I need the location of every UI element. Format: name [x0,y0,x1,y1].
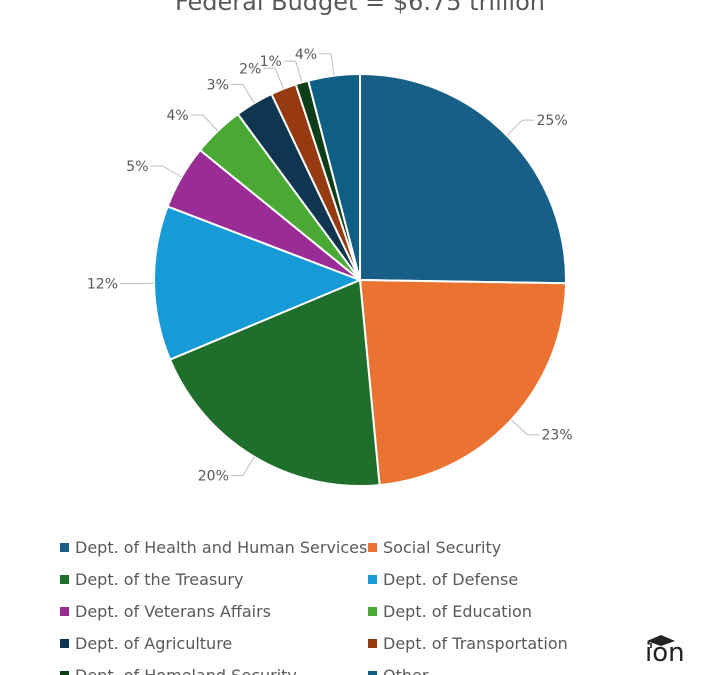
legend-label: Dept. of Agriculture [75,634,233,653]
legend-swatch [60,671,69,675]
legend-swatch [60,575,69,584]
legend-label: Dept. of Education [383,602,532,621]
legend-swatch [368,671,377,675]
graduation-cap-icon [647,635,675,648]
legend-swatch [60,543,69,552]
legend-label: Dept. of Veterans Affairs [75,602,272,621]
pie-slice-0 [359,72,567,285]
legend-item: Social Security [368,538,501,557]
data-label-8: 1% [260,54,282,70]
legend-item: Dept. of Agriculture [60,634,232,653]
legend-swatch [368,575,377,584]
legend-label: Social Security [383,538,502,557]
legend-label: Dept. of Transportation [383,634,568,653]
legend-label: Other [383,666,428,675]
legend-label: Dept. of Health and Human Services [75,538,368,557]
legend-item: Dept. of Health and Human Services [60,538,367,557]
legend-swatch [60,607,69,616]
data-label-9: 4% [295,47,317,63]
leader-line-1 [510,419,540,436]
leader-line-4 [150,165,182,178]
chart-title: Federal Budget = $6.75 trillion [175,0,545,16]
legend-item: Dept. of Education [368,602,532,621]
data-label-2: 20% [198,469,229,485]
legend-swatch [368,607,377,616]
legend-label: Dept. of the Treasury [75,570,244,589]
data-label-1: 23% [542,428,573,444]
legend-swatch [60,639,69,648]
legend-swatch [368,543,377,552]
legend-item: Dept. of Homeland Security [60,666,297,675]
data-label-7: 2% [239,61,261,77]
legend-item: Other [368,666,428,675]
logo-text: ion [645,638,685,664]
data-label-3: 12% [87,277,118,293]
legend-swatch [368,639,377,648]
pie-slice-9 [307,72,361,281]
legend-label: Dept. of Defense [383,570,519,589]
leader-line-2 [230,456,255,477]
ion-logo: ion [645,635,685,664]
data-label-5: 4% [166,108,188,124]
leader-line-8 [283,60,303,83]
leader-line-9 [319,53,335,76]
legend-item: Dept. of Veterans Affairs [60,602,271,621]
data-label-4: 5% [126,159,148,175]
legend-item: Dept. of Defense [368,570,518,589]
legend-item: Dept. of Transportation [368,634,568,653]
leader-line-0 [506,119,535,136]
pie-slice-3 [153,205,363,361]
data-label-6: 3% [207,77,229,93]
leader-line-5 [190,114,219,132]
data-label-0: 25% [537,113,568,129]
legend-item: Dept. of the Treasury [60,570,243,589]
leader-line-6 [230,83,255,104]
leader-line-7 [263,67,284,89]
pie-slice-1 [358,278,567,487]
legend-label: Dept. of Homeland Security [75,666,297,675]
